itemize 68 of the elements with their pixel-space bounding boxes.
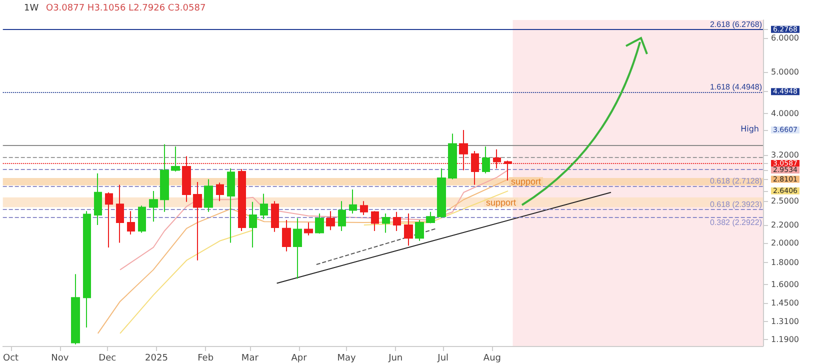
x-tick-label: Mar [241, 354, 259, 364]
y-tick-label: 4.0000 [771, 108, 799, 118]
candlestick [249, 201, 257, 248]
candlestick [193, 181, 202, 261]
candlestick [83, 210, 91, 328]
y-tick-label: 3.2000 [771, 150, 799, 160]
x-tick-label: Feb [198, 354, 214, 364]
candlestick [315, 212, 324, 234]
candlestick [160, 144, 169, 212]
y-tick-label: 1.4500 [771, 298, 799, 308]
x-tick-label: Jun [388, 354, 403, 364]
candlestick [238, 168, 246, 232]
candlestick [204, 178, 213, 212]
x-tick-label: Dec [98, 354, 116, 364]
ref-line-label: 0.618 (2.7128) [710, 176, 762, 186]
candlestick [371, 210, 379, 232]
candlestick [71, 274, 80, 345]
candlestick [94, 172, 102, 226]
x-tick-label: Apr [291, 354, 308, 364]
y-tick-label: 6.0000 [771, 33, 799, 42]
x-tick-label: 2025 [145, 354, 168, 364]
candlestick [415, 219, 424, 242]
y-tick-label: 1.8000 [771, 258, 799, 267]
candlestick [482, 146, 490, 174]
candlestick [293, 218, 302, 280]
x-tick-label: Oct [3, 354, 20, 364]
candlestick [338, 200, 346, 232]
candlestick [105, 192, 113, 248]
candlestick [282, 219, 291, 252]
y-tick-label: 2.2000 [771, 220, 799, 230]
y-tick-label: 1.3100 [771, 317, 799, 326]
candlestick [404, 212, 413, 246]
y-tick-label: 1.1900 [771, 335, 799, 344]
x-tick-label: Nov [51, 354, 70, 364]
candlestick [260, 193, 268, 220]
candlestick [227, 168, 235, 244]
ref-line-label: 1.618 (4.4948) [710, 82, 762, 92]
candlestick [271, 200, 279, 232]
candlestick [382, 212, 390, 234]
x-tick-label: May [337, 354, 356, 364]
band-label: support [510, 176, 542, 187]
text: O3.0877 H3.1056 L2.7926 C3.0587 [46, 4, 206, 14]
annotation: High [740, 124, 760, 134]
ref-line-label: 0.618 (2.3923) [710, 200, 762, 210]
candlestick [393, 211, 401, 232]
candlestick [127, 210, 135, 236]
y-tick-label: 2.0000 [771, 238, 799, 248]
candlestick [426, 211, 435, 224]
candlestick [349, 189, 357, 214]
ref-line-label: 2.618 (6.2768) [710, 20, 762, 29]
candlestick [448, 133, 457, 180]
candlestick [360, 200, 368, 216]
candlestick [138, 205, 146, 234]
candlestick [116, 184, 124, 244]
x-tick-label: Jul [436, 354, 449, 364]
band-label: support [486, 197, 516, 208]
candlestick [216, 182, 224, 202]
x-tick-label: Aug [483, 354, 501, 364]
candlestick [304, 222, 313, 236]
y-tick-label: 5.0000 [771, 67, 799, 76]
y-tick-label: 1.6000 [771, 280, 799, 289]
candlestick [149, 190, 158, 222]
candlestick [437, 168, 446, 218]
y-tick-label: 2.5000 [771, 196, 799, 206]
candlestick [171, 146, 180, 172]
text: 1W [24, 4, 39, 14]
ref-line-label: 0.382 (2.2922) [710, 218, 762, 227]
candlestick [326, 210, 335, 231]
